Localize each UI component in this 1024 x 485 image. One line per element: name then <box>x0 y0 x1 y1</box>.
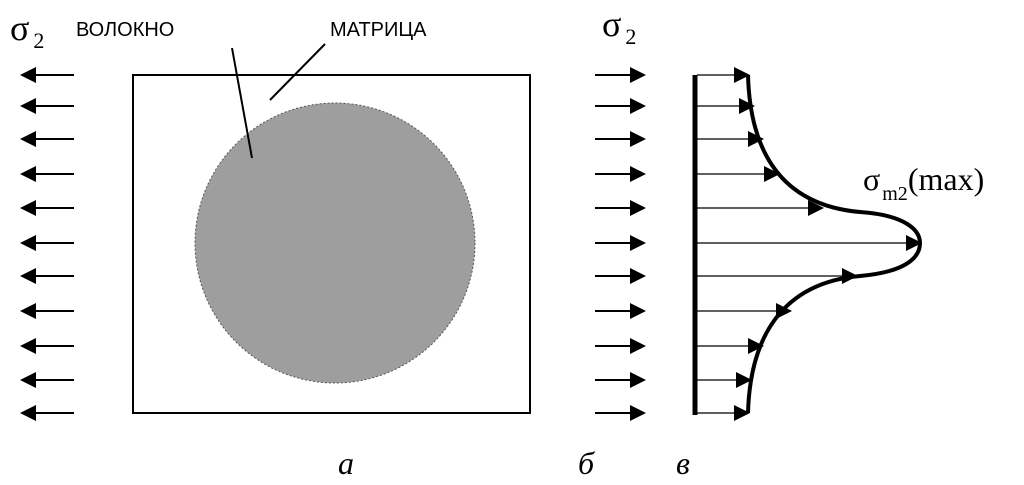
max-stress-label: σ m2(max) <box>863 161 984 205</box>
panel-c-label: в <box>676 445 690 481</box>
matrix-label: МАТРИЦА <box>330 19 427 41</box>
fiber-circle <box>194 102 476 384</box>
panel-b-label: б <box>578 445 595 481</box>
fiber-label: ВОЛОКНО <box>76 19 174 41</box>
panel-a-label: а <box>338 445 354 481</box>
fiber-leader <box>231 47 253 159</box>
stress-profile <box>746 74 923 414</box>
arrows <box>20 67 922 421</box>
matrix-square <box>132 74 531 414</box>
matrix-leader <box>269 43 326 101</box>
